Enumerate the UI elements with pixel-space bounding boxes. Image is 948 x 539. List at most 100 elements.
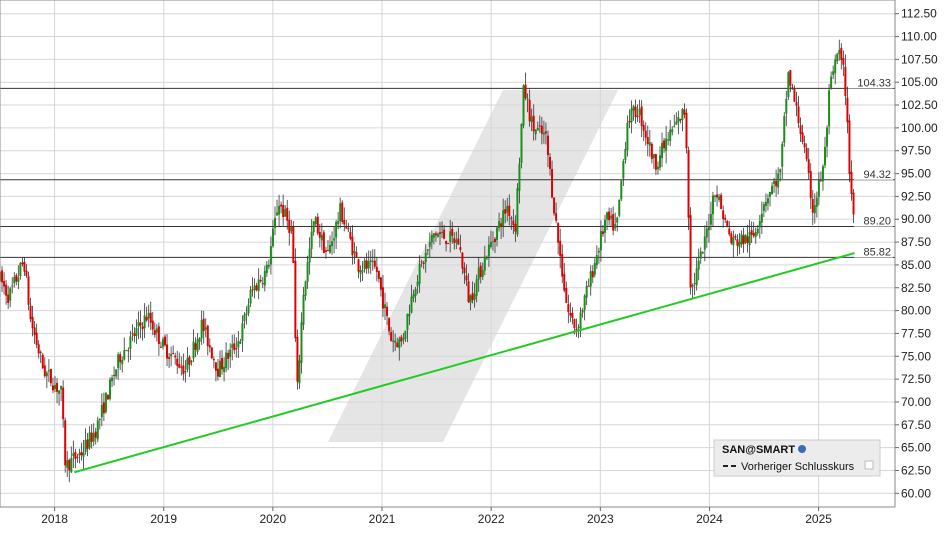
candle	[269, 236, 272, 275]
candle	[219, 350, 222, 378]
candle	[90, 424, 93, 449]
candle	[404, 330, 407, 342]
candle	[259, 274, 262, 283]
candle	[673, 114, 676, 128]
y-tick-label: 90.00	[901, 212, 931, 226]
candle	[198, 336, 201, 350]
candle	[467, 273, 470, 304]
candle	[819, 171, 822, 183]
candle	[394, 333, 397, 351]
candle	[477, 257, 480, 292]
candle	[5, 279, 8, 305]
candle	[422, 260, 425, 270]
candle	[184, 359, 187, 383]
candle	[616, 216, 619, 232]
candle	[536, 121, 539, 131]
candle	[200, 310, 203, 345]
candle	[125, 349, 128, 351]
candle	[119, 351, 122, 371]
candle	[608, 207, 611, 226]
y-tick-label: 87.50	[901, 235, 931, 249]
candle	[783, 112, 786, 147]
candle	[302, 287, 305, 331]
candle	[123, 337, 126, 361]
candle	[13, 272, 16, 288]
candle	[579, 307, 582, 338]
y-tick-label: 65.00	[901, 441, 931, 455]
candle	[587, 278, 590, 287]
candle	[475, 274, 478, 303]
y-tick-label: 60.00	[901, 486, 931, 500]
candle	[202, 310, 205, 344]
candle	[530, 108, 533, 132]
candle	[331, 231, 334, 255]
y-tick-label: 92.50	[901, 189, 931, 203]
candle	[129, 330, 132, 360]
candle	[96, 416, 99, 443]
candle	[512, 209, 515, 235]
candle	[25, 264, 28, 278]
candle	[377, 270, 380, 283]
candle	[135, 319, 138, 344]
candle	[286, 199, 289, 230]
candle	[111, 374, 114, 388]
candles	[0, 39, 855, 483]
candle	[426, 249, 429, 256]
grid	[0, 0, 895, 507]
candle	[473, 282, 476, 308]
candle	[147, 304, 150, 328]
y-tick-label: 82.50	[901, 281, 931, 295]
candle	[797, 95, 800, 128]
candle	[292, 220, 295, 264]
candle	[597, 247, 600, 264]
candle	[461, 252, 464, 275]
candle	[84, 428, 87, 455]
candle	[337, 212, 340, 230]
candle	[557, 222, 560, 255]
candle	[832, 65, 835, 79]
candle	[485, 255, 488, 260]
candle	[316, 213, 319, 236]
candle	[636, 104, 639, 123]
candle	[233, 334, 236, 355]
candle	[443, 224, 446, 240]
candle	[646, 125, 649, 157]
info-icon[interactable]	[798, 445, 806, 453]
candle	[263, 265, 266, 292]
candle	[353, 242, 356, 264]
candle	[795, 91, 798, 117]
candle	[852, 188, 855, 223]
candle	[624, 141, 627, 164]
candle	[424, 244, 427, 273]
candle	[396, 337, 399, 348]
candle	[418, 255, 421, 293]
candle	[716, 185, 719, 207]
candle	[86, 432, 89, 457]
candle	[166, 334, 169, 367]
candle	[553, 197, 556, 216]
candle	[693, 272, 696, 296]
candle	[149, 301, 152, 330]
candle	[375, 256, 378, 282]
candle	[567, 294, 570, 324]
candle	[593, 258, 596, 278]
level-label: 104.33	[857, 77, 891, 89]
legend-checkbox[interactable]	[864, 460, 874, 470]
candle	[406, 313, 409, 343]
candle	[565, 281, 568, 304]
candle	[290, 220, 293, 234]
candle	[33, 321, 36, 344]
candle	[781, 141, 784, 179]
candle	[45, 370, 48, 389]
candle	[718, 194, 721, 203]
candle	[7, 285, 10, 309]
candle	[813, 193, 816, 224]
y-tick-label: 100.00	[901, 121, 938, 135]
candle	[659, 146, 662, 171]
candle	[644, 122, 647, 146]
candle	[428, 232, 431, 258]
candle	[245, 306, 248, 325]
x-tick-label: 2021	[369, 512, 396, 526]
candle	[29, 297, 32, 323]
candle	[76, 453, 79, 463]
